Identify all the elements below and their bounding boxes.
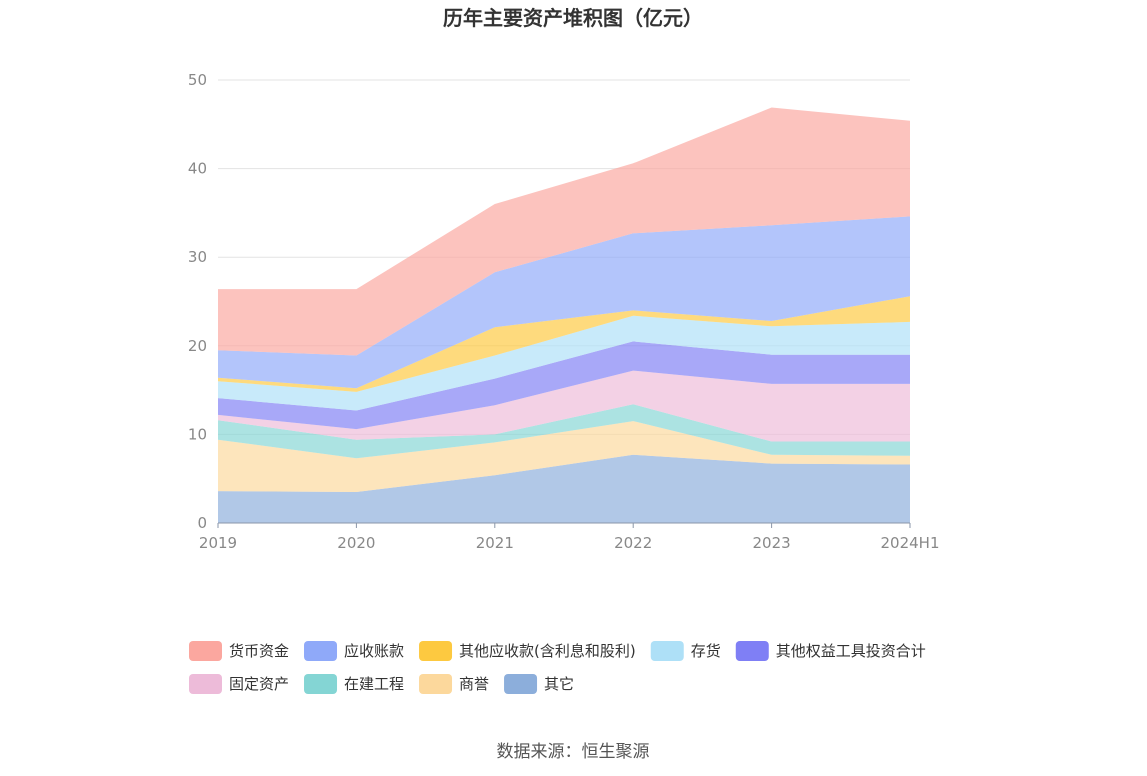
y-tick-label: 40 <box>188 160 207 178</box>
chart-title: 历年主要资产堆积图（亿元） <box>443 6 703 30</box>
x-tick-label: 2022 <box>614 534 652 552</box>
x-tick-label: 2023 <box>753 534 791 552</box>
x-tick-label: 2024H1 <box>881 534 940 552</box>
axes: 0 10 20 30 40 50 2019 2020 2021 2022 2023 2024H1 <box>188 71 940 552</box>
area-其他权益工具投资合计 <box>218 341 910 430</box>
y-tick-label: 0 <box>197 514 207 532</box>
legend-swatch <box>189 641 222 661</box>
area-series <box>218 107 910 523</box>
y-tick-label: 10 <box>188 425 207 443</box>
legend-label: 其它 <box>544 675 574 693</box>
legend-swatch <box>419 674 453 694</box>
area-其他应收款(含利息和股利) <box>218 296 910 392</box>
area-在建工程 <box>218 404 910 459</box>
area-固定资产 <box>218 370 910 442</box>
legend-label: 其他权益工具投资合计 <box>776 642 926 660</box>
legend-swatch <box>189 674 222 694</box>
source-caption: 数据来源：恒生聚源 <box>497 742 650 762</box>
y-tick-label: 20 <box>188 337 207 355</box>
x-tick-label: 2020 <box>337 534 375 552</box>
legend-swatch <box>419 641 453 661</box>
legend-swatch <box>504 674 538 694</box>
legend-swatch <box>304 674 338 694</box>
legend-label: 商誉 <box>459 675 489 693</box>
area-应收账款 <box>218 216 910 389</box>
legend-swatch <box>304 641 338 661</box>
legend-swatch <box>735 641 769 661</box>
y-tick-label: 30 <box>188 248 207 266</box>
legend-label: 存货 <box>691 642 721 660</box>
legend-label: 货币资金 <box>229 642 289 660</box>
area-存货 <box>218 315 910 411</box>
legend-label: 固定资产 <box>229 675 289 693</box>
area-货币资金 <box>218 107 910 356</box>
area-商誉 <box>218 421 910 492</box>
x-tick-label: 2019 <box>199 534 237 552</box>
legend-label: 应收账款 <box>344 642 404 660</box>
legend-label: 其他应收款(含利息和股利) <box>459 642 636 660</box>
legend-swatch <box>650 641 684 661</box>
x-tick-label: 2021 <box>476 534 514 552</box>
legend-label: 在建工程 <box>344 675 404 693</box>
y-tick-label: 50 <box>188 71 207 89</box>
area-其它 <box>218 454 910 523</box>
